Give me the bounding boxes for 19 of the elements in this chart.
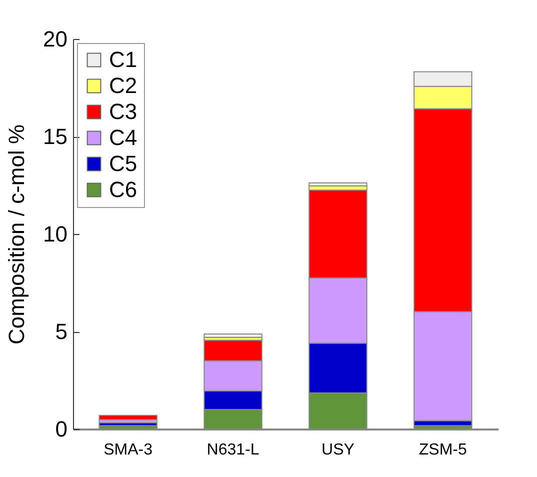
legend-label: C3 bbox=[109, 99, 138, 124]
bar bbox=[308, 182, 368, 186]
y-tick-label: 0 bbox=[55, 416, 68, 442]
bar bbox=[204, 334, 262, 338]
x-tick-label: SMA-3 bbox=[104, 442, 153, 458]
x-tick-label: USY bbox=[322, 442, 355, 458]
legend-label: C1 bbox=[109, 47, 138, 72]
y-tick-label: 10 bbox=[43, 222, 68, 246]
y-tick-label: 5 bbox=[55, 319, 68, 344]
x-tick-label: N631-L bbox=[206, 442, 260, 458]
bar bbox=[98, 414, 158, 420]
y-tick-label: 15 bbox=[43, 124, 68, 149]
x-tick-label: ZSM-5 bbox=[418, 442, 468, 458]
legend-label: C6 bbox=[109, 177, 138, 202]
legend-label: C4 bbox=[109, 125, 138, 150]
y-tick-label: 20 bbox=[43, 26, 68, 52]
legend-label: C2 bbox=[109, 73, 138, 98]
y-axis-title: Composition / c-mol % bbox=[4, 124, 30, 345]
legend-label: C5 bbox=[109, 151, 138, 176]
